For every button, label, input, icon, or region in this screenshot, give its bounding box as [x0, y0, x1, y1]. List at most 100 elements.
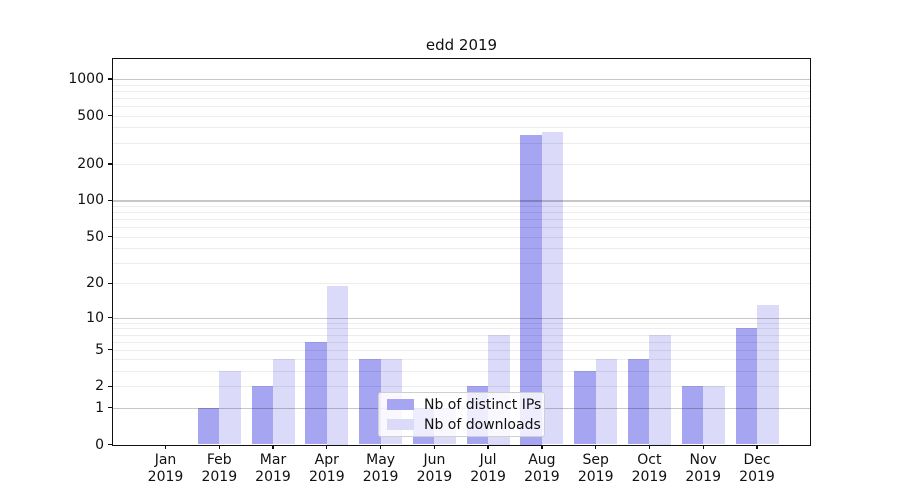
x-tick-label-sep: Sep 2019 [577, 452, 614, 485]
gridline-200 [113, 164, 810, 165]
gridline-6 [113, 341, 810, 343]
x-tick-label-dec: Dec 2019 [739, 452, 775, 485]
y-tick-mark-10 [108, 317, 113, 319]
bar-distinct-ips-aug [520, 134, 542, 445]
y-tick-label-100: 100 [77, 192, 104, 209]
x-tick-label-jun: Jun 2019 [416, 452, 453, 485]
x-tick-label-may: May 2019 [362, 452, 399, 485]
y-tick-mark-1000 [108, 78, 113, 80]
bar-downloads-sep [595, 359, 618, 445]
x-tick-label-feb: Feb 2019 [201, 452, 238, 485]
gridline-7 [113, 334, 810, 336]
gridline-70 [113, 219, 810, 220]
gridline-20 [113, 283, 810, 285]
y-tick-mark-20 [108, 282, 113, 285]
x-tick-label-nov: Nov 2019 [685, 452, 721, 485]
bar-distinct-ips-apr [305, 341, 327, 445]
y-tick-label-20: 20 [86, 275, 104, 292]
y-tick-label-2: 2 [95, 378, 104, 395]
bar-distinct-ips-dec [735, 328, 757, 445]
x-tick-mark-aug [541, 444, 543, 449]
bar-distinct-ips-may [359, 359, 381, 445]
x-tick-mark-oct [648, 444, 651, 449]
gridline-80 [113, 212, 810, 213]
x-tick-label-mar: Mar 2019 [255, 452, 291, 485]
bar-downloads-dec [757, 304, 779, 445]
gridline-8 [113, 328, 810, 330]
gridline-40 [113, 248, 810, 250]
y-tick-mark-500 [108, 114, 113, 117]
bar-distinct-ips-sep [574, 371, 596, 445]
y-tick-label-50: 50 [86, 228, 104, 245]
y-tick-label-10: 10 [86, 309, 104, 326]
y-tick-mark-200 [108, 163, 113, 165]
gridline-30 [113, 262, 810, 264]
gridline-2 [113, 386, 810, 388]
gridline-10 [113, 317, 810, 319]
gridline-300 [113, 142, 810, 144]
legend-label-downloads: Nb of downloads [424, 416, 541, 433]
gridline-100 [113, 200, 810, 202]
legend-swatch-downloads-icon [387, 419, 414, 430]
x-tick-mark-feb [218, 444, 220, 449]
gridline-3 [113, 371, 810, 373]
bar-distinct-ips-feb [197, 407, 220, 445]
bar-downloads-oct [649, 334, 671, 445]
y-tick-label-0: 0 [95, 436, 104, 453]
y-tick-mark-1 [108, 407, 113, 409]
bar-distinct-ips-nov [681, 386, 704, 445]
gridline-600 [113, 106, 810, 107]
x-tick-label-jul: Jul 2019 [470, 452, 506, 485]
gridline-900 [113, 84, 810, 86]
plot-area [113, 59, 810, 445]
y-tick-mark-100 [108, 199, 113, 202]
legend-item-distinct-ips: Nb of distinct IPs [387, 396, 544, 413]
x-tick-mark-sep [595, 444, 597, 449]
bar-distinct-ips-mar [251, 386, 273, 445]
legend-item-downloads: Nb of downloads [387, 416, 544, 433]
x-tick-label-aug: Aug 2019 [524, 452, 560, 485]
gridline-90 [113, 205, 810, 207]
x-tick-mark-may [379, 444, 382, 449]
legend: Nb of distinct IPs Nb of downloads [378, 392, 545, 437]
gridline-400 [113, 127, 810, 129]
chart-title: edd 2019 [425, 36, 498, 54]
y-tick-label-1: 1 [95, 399, 104, 416]
legend-swatch-distinct-ips-icon [387, 399, 414, 410]
gridline-500 [113, 115, 810, 117]
gridline-50 [113, 236, 810, 238]
gridline-5 [113, 349, 810, 351]
gridline-1000 [113, 79, 810, 81]
x-tick-mark-jan [164, 444, 167, 449]
bar-downloads-apr [326, 286, 349, 445]
x-tick-label-oct: Oct 2019 [631, 452, 668, 485]
bar-downloads-mar [273, 359, 295, 445]
x-tick-mark-mar [272, 444, 274, 449]
y-tick-label-500: 500 [77, 107, 104, 124]
legend-label-distinct-ips: Nb of distinct IPs [424, 396, 542, 413]
y-tick-mark-5 [108, 349, 113, 351]
y-tick-mark-50 [108, 235, 113, 238]
gridline-800 [113, 90, 810, 92]
bar-distinct-ips-oct [627, 359, 650, 445]
bar-downloads-feb [219, 371, 241, 445]
gridline-9 [113, 322, 810, 324]
x-tick-mark-jun [433, 444, 436, 449]
y-tick-label-1000: 1000 [68, 71, 104, 87]
y-tick-label-200: 200 [77, 156, 104, 172]
y-tick-mark-0 [108, 443, 113, 446]
bar-downloads-aug [541, 131, 564, 445]
gridline-60 [113, 227, 810, 228]
x-tick-label-jan: Jan 2019 [147, 452, 184, 485]
x-tick-mark-jul [487, 444, 489, 449]
x-tick-mark-nov [702, 444, 704, 449]
x-tick-label-apr: Apr 2019 [308, 452, 345, 485]
gridline-4 [113, 359, 810, 361]
x-tick-mark-dec [756, 444, 758, 449]
y-tick-label-5: 5 [95, 341, 104, 358]
gridline-700 [113, 97, 810, 99]
y-tick-mark-2 [108, 385, 113, 388]
bar-downloads-nov [703, 386, 725, 445]
x-tick-mark-apr [326, 444, 328, 449]
